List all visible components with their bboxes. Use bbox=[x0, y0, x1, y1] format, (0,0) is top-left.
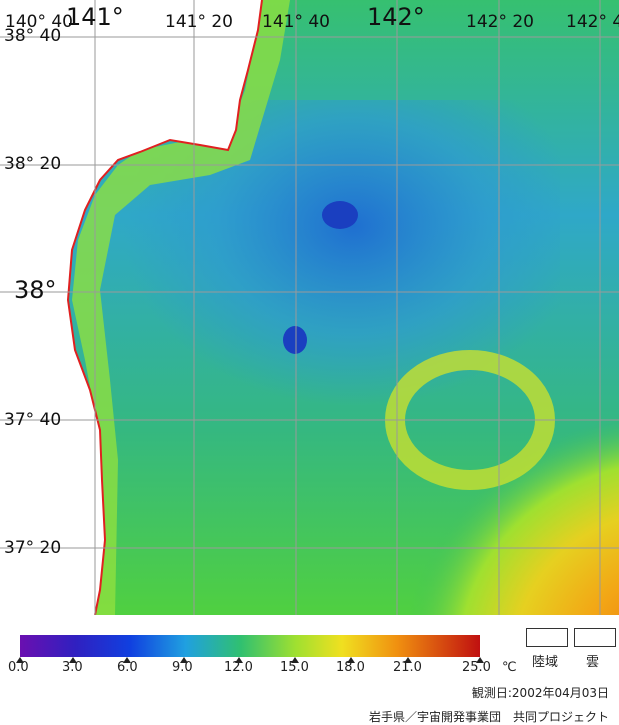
legend-tick-label: 25.0 bbox=[462, 660, 491, 675]
cloud-swatch bbox=[574, 628, 616, 647]
lon-label: 141° bbox=[66, 3, 124, 31]
legend-tick bbox=[180, 657, 188, 663]
lon-label: 142° 40 bbox=[566, 12, 619, 32]
legend-tick-label: 15.0 bbox=[280, 660, 309, 675]
cold-spot bbox=[322, 201, 358, 229]
legend-tick-label: 18.0 bbox=[336, 660, 365, 675]
legend-tick bbox=[235, 657, 243, 663]
lon-label: 141° 20 bbox=[165, 12, 233, 32]
legend-tick-label: 21.0 bbox=[393, 660, 422, 675]
lon-label: 141° 40 bbox=[262, 12, 330, 32]
legend-tick-label: 3.0 bbox=[62, 660, 83, 675]
legend-tick bbox=[291, 657, 299, 663]
legend-tick-label: 12.0 bbox=[224, 660, 253, 675]
lat-label: 37° 40 bbox=[4, 410, 62, 430]
cloud-swatch-label: 雲 bbox=[586, 655, 600, 670]
legend-tick bbox=[16, 657, 24, 663]
lat-label: 37° 20 bbox=[4, 538, 62, 558]
cold-spot bbox=[283, 326, 307, 354]
lon-label: 142° 20 bbox=[466, 12, 534, 32]
lat-label: 38° bbox=[14, 276, 57, 304]
coastline bbox=[66, 0, 263, 615]
graticule bbox=[0, 0, 619, 615]
lon-label: 142° bbox=[367, 3, 425, 31]
temperature-color-bar bbox=[20, 635, 480, 657]
land-swatch bbox=[526, 628, 568, 647]
legend-tick bbox=[69, 657, 77, 663]
legend-tick bbox=[476, 657, 484, 663]
legend-tick-label: 6.0 bbox=[117, 660, 138, 675]
lat-label: 38° 40 bbox=[4, 26, 62, 46]
lon-label: 140° 40 bbox=[5, 12, 73, 32]
legend-tick bbox=[347, 657, 355, 663]
warm-water-area bbox=[270, 280, 619, 615]
sea-surface-temperature-map bbox=[0, 0, 619, 615]
legend-tick bbox=[123, 657, 131, 663]
credit-text: 岩手県／宇宙開発事業団 共同プロジェクト bbox=[368, 710, 609, 724]
coastal-band bbox=[72, 0, 290, 615]
legend-tick-label: 9.0 bbox=[172, 660, 193, 675]
observation-date: 観測日:2002年04月03日 bbox=[471, 686, 609, 700]
lat-label: 38° 20 bbox=[4, 154, 62, 174]
land-area bbox=[0, 0, 262, 615]
legend-tick bbox=[404, 657, 412, 663]
land-swatch-label: 陸域 bbox=[532, 655, 559, 670]
legend-unit: ℃ bbox=[502, 660, 517, 675]
legend-tick-label: 0.0 bbox=[8, 660, 29, 675]
